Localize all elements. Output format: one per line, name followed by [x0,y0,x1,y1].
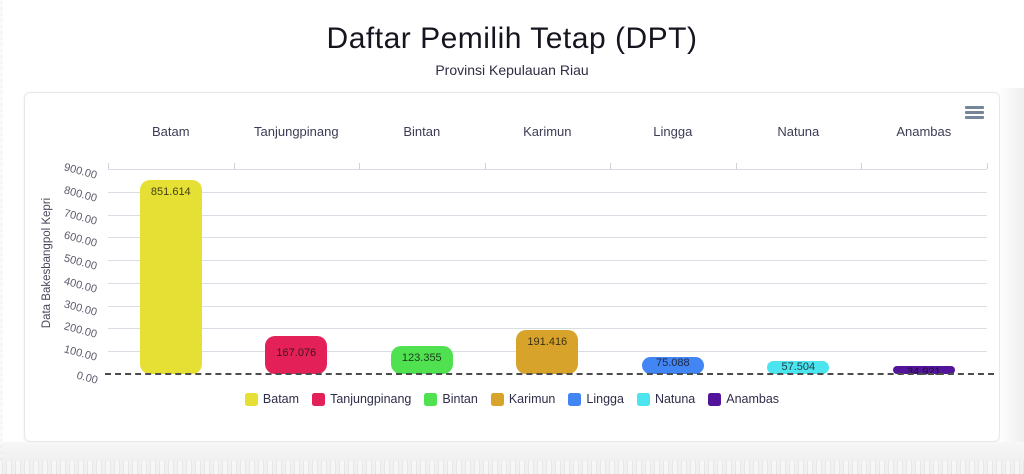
bar-tanjungpinang[interactable] [265,335,328,374]
zero-baseline [105,373,994,375]
bar-value-label: 123.355 [401,352,442,364]
page-right-margin [1000,88,1024,460]
bar-anambas[interactable] [892,366,955,374]
gridline [108,191,987,193]
gridline [108,260,987,262]
chart-header: Daftar Pemilih Tetap (DPT) Provinsi Kepu… [0,0,1024,92]
chart-card: Data Bakesbangpol Kepri 900.00 800.00 700.… [24,92,1000,442]
bar-karimun[interactable] [516,330,579,374]
chart-legend: Batam Tanjungpinang Bintan Karimun Lingga Nat… [25,392,999,406]
gridline [108,237,987,239]
legend-item-bintan[interactable]: Bintan [424,392,478,406]
y-axis-tick-label: 200.00 [62,320,99,342]
category-label-bintan: Bintan [403,124,441,139]
gridline [108,328,987,330]
y-axis-tick-label: 700.00 [62,207,99,228]
gridline [108,305,987,307]
legend-swatch-anambas [708,392,722,406]
bar-value-label: 851.614 [150,186,191,198]
category-axis-tick [610,163,611,169]
legend-swatch-karimun [490,392,504,406]
category-axis-tick [108,163,109,169]
bar-value-label: 191.416 [527,336,568,349]
legend-swatch-natuna [636,392,650,406]
bar-value-label: 167.076 [276,347,317,359]
category-label-anambas: Anambas [896,124,952,139]
category-axis-tick [735,163,737,169]
legend-label: Batam [262,392,300,406]
gridline [108,282,987,284]
y-axis-tick-label: 100.00 [62,343,99,364]
y-axis-tick-label: 900.00 [62,161,99,182]
y-axis-tick-label: 400.00 [62,275,99,296]
category-axis-tick [359,163,360,169]
y-axis-title: Data Bakesbangpol Kepri [41,197,53,329]
bar-value-label: 75.088 [655,357,690,370]
legend-label: Karimun [508,392,556,406]
category-axis-tick [233,163,235,169]
category-label-tanjungpinang: Tanjungpinang [254,124,339,139]
legend-label: Lingga [586,392,624,406]
page-subtitle: Provinsi Kepulauan Riau [435,62,589,78]
legend-swatch-batam [244,392,258,406]
page-bottom-margin [0,442,1024,474]
legend-label: Natuna [654,392,696,406]
bar-bintan[interactable] [390,345,453,374]
bar-lingga[interactable] [641,356,704,374]
bar-chart-plot: Data Bakesbangpol Kepri 900.00 800.00 700.… [25,93,999,441]
legend-label: Anambas [726,392,780,406]
legend-item-anambas[interactable]: Anambas [708,392,779,406]
page-title: Daftar Pemilih Tetap (DPT) [326,22,698,55]
y-axis-tick-label: 300.00 [62,298,99,319]
y-axis-tick-label: 0.00 [74,369,99,387]
background-texture [0,461,1024,474]
bar-natuna[interactable] [767,360,830,374]
legend-label: Tanjungpinang [330,392,412,406]
legend-swatch-bintan [424,392,438,406]
category-axis-tick [861,163,862,169]
legend-swatch-tanjungpinang [312,392,326,406]
legend-item-natuna[interactable]: Natuna [636,392,696,406]
category-axis-tick [986,163,988,169]
legend-item-karimun[interactable]: Karimun [490,392,556,406]
gridline [108,169,987,170]
bar-value-label: 57.504 [781,360,816,373]
background-texture-left [0,0,3,460]
category-label-batam: Batam [152,124,190,139]
y-axis-tick-label: 600.00 [62,229,99,251]
legend-item-batam[interactable]: Batam [244,392,300,406]
hamburger-menu-icon[interactable] [965,104,985,121]
bar-value-label: 34.921 [906,366,941,378]
y-axis-tick-label: 800.00 [62,184,99,205]
y-axis-tick-label: 500.00 [62,252,99,273]
category-label-lingga: Lingga [653,124,693,139]
legend-item-tanjungpinang[interactable]: Tanjungpinang [312,392,411,406]
legend-item-lingga[interactable]: Lingga [568,392,624,406]
gridline [108,214,987,216]
legend-label: Bintan [442,392,478,406]
legend-swatch-lingga [568,392,582,406]
bar-batam[interactable] [139,180,202,374]
category-axis-tick [484,163,486,169]
category-label-karimun: Karimun [523,124,572,139]
category-label-natuna: Natuna [777,124,820,139]
